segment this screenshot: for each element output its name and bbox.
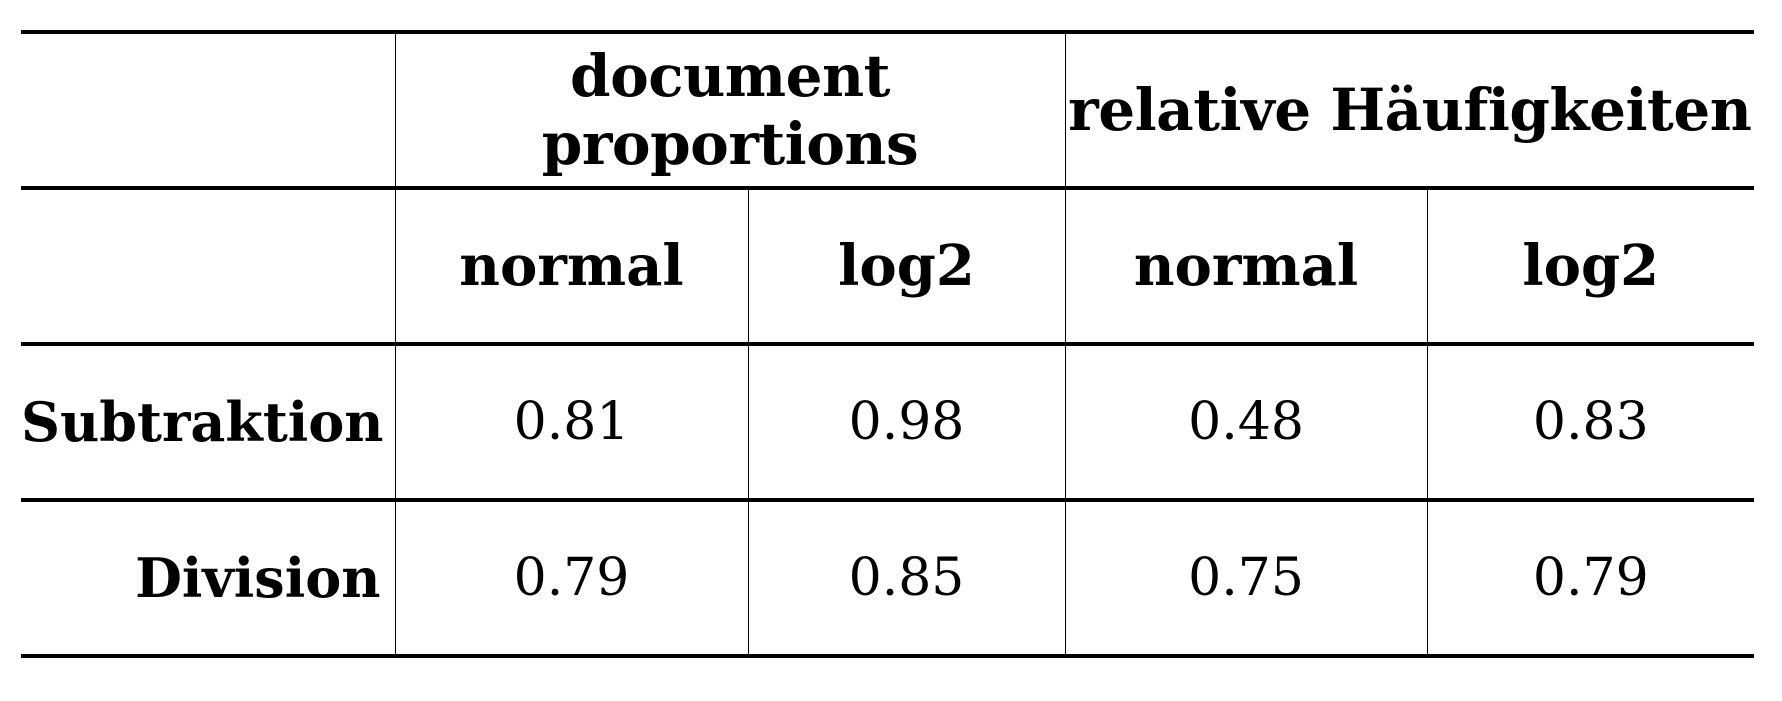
row-label: Division	[21, 498, 396, 658]
table-cell: 0.48	[1064, 342, 1428, 500]
group-header-document-proportions: document proportions	[394, 30, 1066, 188]
table-cell: 0.85	[747, 498, 1066, 658]
group-header-relative-haeufigkeiten: relative Häufigkeiten	[1064, 30, 1755, 188]
corner-cell	[21, 30, 396, 188]
sub-header-log2: log2	[747, 186, 1066, 344]
table-cell: 0.75	[1064, 498, 1428, 658]
group-header-row: document proportions relative Häufigkeit…	[21, 30, 1755, 188]
sub-header-log2: log2	[1426, 186, 1755, 344]
table-cell: 0.79	[1426, 498, 1755, 658]
table-row: Subtraktion 0.81 0.98 0.48 0.83	[21, 342, 1755, 500]
results-table: document proportions relative Häufigkeit…	[21, 30, 1755, 658]
results-table-container: document proportions relative Häufigkeit…	[21, 30, 1755, 658]
table-cell: 0.98	[747, 342, 1066, 500]
table-row: Division 0.79 0.85 0.75 0.79	[21, 498, 1755, 658]
sub-header-normal: normal	[394, 186, 749, 344]
table-cell: 0.83	[1426, 342, 1755, 500]
table-cell: 0.79	[394, 498, 749, 658]
sub-header-row: normal log2 normal log2	[21, 186, 1755, 344]
sub-header-normal: normal	[1064, 186, 1428, 344]
row-label: Subtraktion	[21, 342, 396, 500]
sub-header-corner-cell	[21, 186, 396, 344]
table-cell: 0.81	[394, 342, 749, 500]
